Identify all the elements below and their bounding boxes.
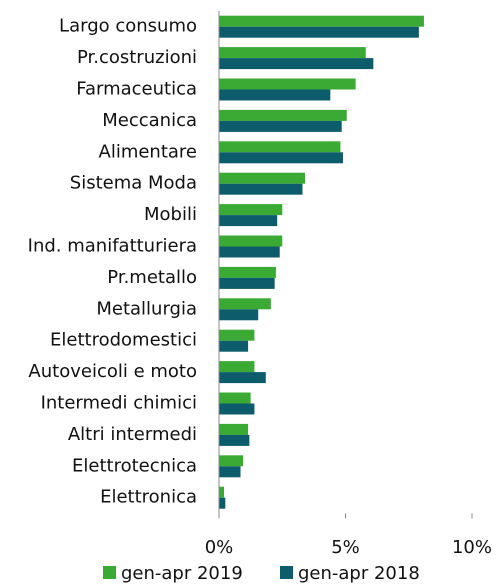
- bar: [219, 309, 259, 321]
- bar: [219, 204, 283, 216]
- legend-swatch: [103, 566, 116, 579]
- category-label: Alimentare: [99, 141, 198, 162]
- bar: [219, 392, 251, 404]
- bar: [219, 423, 249, 435]
- bar: [219, 486, 225, 498]
- legend-swatch: [280, 566, 293, 579]
- bar: [219, 172, 306, 184]
- category-label: Elettrodomestici: [50, 330, 197, 351]
- bar: [219, 141, 341, 153]
- category-label: Autoveicoli e moto: [28, 361, 197, 382]
- bar: [219, 89, 331, 101]
- bar: [219, 78, 356, 90]
- bar: [219, 235, 283, 247]
- bar: [219, 152, 343, 164]
- category-label: Metallurgia: [96, 298, 197, 319]
- bar: [219, 26, 419, 38]
- category-label: Altri intermedi: [68, 424, 197, 445]
- bar: [219, 58, 374, 70]
- bar: [219, 266, 276, 278]
- category-label: Intermedi chimici: [41, 393, 197, 414]
- bar: [219, 215, 278, 227]
- category-label: Farmaceutica: [76, 79, 197, 100]
- bar: [219, 403, 255, 415]
- legend-label: gen-apr 2018: [298, 563, 420, 584]
- bar: [219, 372, 266, 384]
- bar: [219, 340, 249, 352]
- bar: [219, 434, 250, 446]
- category-label: Elettrotecnica: [72, 455, 197, 476]
- category-label: Mobili: [144, 204, 197, 225]
- legend-label: gen-apr 2019: [121, 563, 243, 584]
- category-label: Largo consumo: [59, 16, 197, 37]
- x-tick-label: 5%: [331, 537, 360, 558]
- bar: [219, 47, 366, 59]
- category-label: Sistema Moda: [70, 173, 197, 194]
- category-label: Pr.costruzioni: [77, 47, 197, 68]
- bar: [219, 329, 255, 341]
- bar: [219, 361, 255, 373]
- bar: [219, 120, 342, 132]
- bar: [219, 246, 280, 258]
- bar: [219, 455, 244, 467]
- category-label: Elettronica: [100, 487, 197, 508]
- bar: [219, 277, 275, 289]
- bar: [219, 497, 226, 509]
- bar: [219, 109, 347, 121]
- category-label: Meccanica: [102, 110, 197, 131]
- x-tick-label: 0%: [205, 537, 234, 558]
- bar: [219, 466, 241, 478]
- bar: [219, 183, 303, 195]
- x-tick-label: 10%: [452, 537, 492, 558]
- bar: [219, 15, 424, 27]
- category-label: Ind. manifatturiera: [28, 236, 197, 257]
- category-label: Pr.metallo: [107, 267, 197, 288]
- bar: [219, 298, 271, 310]
